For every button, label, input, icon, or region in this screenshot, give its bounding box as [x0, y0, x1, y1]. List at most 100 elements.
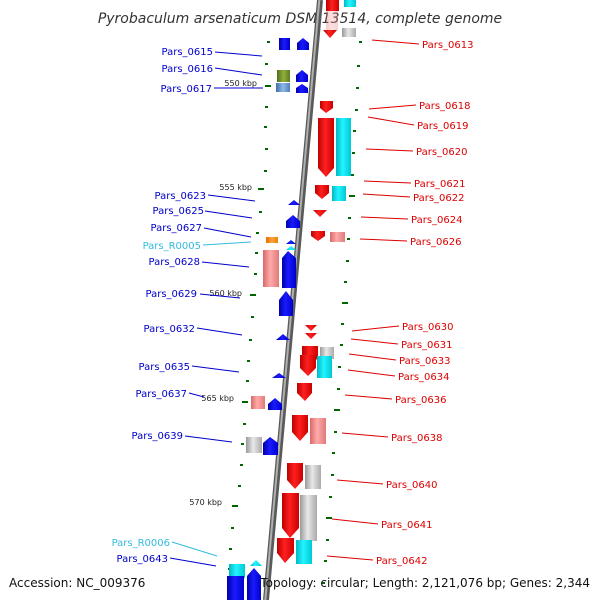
gene-label-pars-0635[interactable]: Pars_0635 [139, 362, 190, 373]
scale-label-570-kbp: 570 kbp [189, 498, 222, 507]
scale-label-550-kbp: 550 kbp [224, 79, 257, 88]
gene-feature-pars-0631[interactable] [305, 333, 317, 339]
gene-label-pars-0624[interactable]: Pars_0624 [411, 215, 462, 226]
gene-label-pars-0621[interactable]: Pars_0621 [414, 179, 465, 190]
connectors-right [326, 39, 420, 561]
gene-feature-pars-0623[interactable] [288, 200, 300, 205]
gene-feature-pars-0613-pink[interactable] [326, 11, 338, 30]
gene-label-pars-0642[interactable]: Pars_0642 [376, 556, 427, 567]
gene-label-pars-0625[interactable]: Pars_0625 [153, 206, 204, 217]
gene-feature-pars-0615-a[interactable] [279, 38, 290, 50]
gene-label-pars-0643[interactable]: Pars_0643 [117, 554, 168, 565]
gene-feature-pars-0613-grey[interactable] [342, 28, 356, 37]
gene-label-pars-0619[interactable]: Pars_0619 [417, 121, 468, 132]
connectors-left [169, 51, 263, 567]
gene-label-pars-0629[interactable]: Pars_0629 [146, 289, 197, 300]
gene-label-pars-0615[interactable]: Pars_0615 [162, 47, 213, 58]
gene-feature-pars-0622[interactable] [332, 186, 346, 201]
gene-label-pars-0632[interactable]: Pars_0632 [144, 324, 195, 335]
gene-feature-pars-0638[interactable] [310, 418, 326, 444]
scale-label-565-kbp: 565 kbp [201, 394, 234, 403]
gene-feature-pars-0615-b[interactable] [297, 38, 309, 50]
gene-feature-pars-0641-red[interactable] [282, 493, 299, 538]
gene-label-pars-0636[interactable]: Pars_0636 [395, 395, 446, 406]
gene-feature-pars-r0006[interactable] [250, 560, 262, 566]
gene-label-pars-0618[interactable]: Pars_0618 [419, 101, 470, 112]
gene-feature-pars-0640[interactable] [305, 465, 321, 489]
gene-feature-pars-0643-cyan[interactable] [229, 564, 245, 578]
gene-label-pars-0634[interactable]: Pars_0634 [398, 372, 449, 383]
forward-strand-genes [227, 38, 309, 600]
gene-label-pars-0633[interactable]: Pars_0633 [399, 356, 450, 367]
gene-feature-pars-0624[interactable] [313, 210, 327, 217]
accession-text: Accession: NC_009376 [9, 576, 145, 590]
gene-label-pars-r0005[interactable]: Pars_R0005 [143, 241, 201, 252]
map-title: Pyrobaculum arsenaticum DSM 13514, compl… [98, 11, 502, 27]
gene-feature-pars-0634[interactable] [317, 356, 332, 378]
scale-ticks-left [228, 41, 271, 570]
gene-feature-pars-0619[interactable] [318, 118, 334, 177]
gene-feature-pars-0618[interactable] [320, 101, 333, 113]
gene-feature-pars-0617-b[interactable] [296, 84, 308, 93]
gene-feature-pars-0621[interactable] [315, 185, 329, 199]
gene-label-pars-0630[interactable]: Pars_0630 [402, 322, 453, 333]
gene-feature-pars-0616-b[interactable] [296, 70, 308, 82]
gene-feature-pars-0640-red[interactable] [287, 463, 303, 489]
gene-label-pars-0622[interactable]: Pars_0622 [413, 193, 464, 204]
gene-feature-pars-0641[interactable] [300, 495, 317, 541]
gene-feature-pars-0638-red[interactable] [292, 415, 308, 441]
gene-feature-pars-0613-red[interactable] [326, 0, 339, 11]
gene-feature-pars-0628[interactable] [263, 250, 279, 287]
gene-label-pars-0626[interactable]: Pars_0626 [410, 237, 461, 248]
gene-feature-pars-0639-b[interactable] [263, 437, 278, 455]
gene-label-pars-0640[interactable]: Pars_0640 [386, 480, 437, 491]
gene-feature-pars-0613-arrow[interactable] [323, 30, 337, 38]
gene-feature-pars-0635[interactable] [272, 373, 286, 378]
gene-label-pars-0631[interactable]: Pars_0631 [401, 340, 452, 351]
gene-feature-pars-r0005[interactable] [266, 237, 278, 243]
gene-feature-pars-0630[interactable] [305, 325, 317, 331]
gene-feature-pars-0634-red[interactable] [300, 355, 316, 376]
gene-feature-pars-0639-a[interactable] [246, 437, 262, 453]
gene-label-pars-0639[interactable]: Pars_0639 [132, 431, 183, 442]
gene-feature-pars-0643-blue-b[interactable] [247, 568, 261, 600]
gene-label-pars-0641[interactable]: Pars_0641 [381, 520, 432, 531]
gene-label-pars-0628[interactable]: Pars_0628 [149, 257, 200, 268]
gene-feature-pars-0627[interactable] [286, 240, 296, 244]
gene-feature-pars-0632[interactable] [276, 334, 290, 340]
gene-feature-pars-0628-blue[interactable] [282, 251, 296, 288]
gene-label-pars-0627[interactable]: Pars_0627 [151, 223, 202, 234]
gene-feature-pars-0617-a[interactable] [276, 83, 290, 92]
genome-summary-text: Topology: circular; Length: 2,121,076 bp… [259, 576, 590, 590]
gene-label-pars-r0006[interactable]: Pars_R0006 [112, 538, 170, 549]
gene-feature-pars-0637-b[interactable] [268, 398, 282, 410]
gene-feature-pars-0636[interactable] [297, 383, 312, 401]
gene-label-pars-0637[interactable]: Pars_0637 [136, 389, 187, 400]
gene-label-pars-0616[interactable]: Pars_0616 [162, 64, 213, 75]
gene-label-pars-0623[interactable]: Pars_0623 [155, 191, 206, 202]
gene-feature-pars-0620[interactable] [336, 118, 351, 176]
reverse-strand-genes [277, 0, 356, 564]
gene-feature-pars-0613-cyan[interactable] [344, 0, 356, 7]
gene-label-pars-0617[interactable]: Pars_0617 [161, 84, 212, 95]
gene-labels-left: Pars_0615 Pars_0616 Pars_0617 Pars_0623 … [112, 47, 213, 565]
gene-feature-pars-0643-blue[interactable] [227, 576, 244, 600]
gene-feature-pars-0642[interactable] [296, 540, 312, 564]
gene-feature-pars-0626[interactable] [330, 232, 345, 242]
scale-label-555-kbp: 555 kbp [219, 183, 252, 192]
gene-feature-pars-0637-a[interactable] [251, 396, 265, 409]
gene-feature-pars-0629[interactable] [279, 291, 293, 316]
gene-feature-pars-0625[interactable] [286, 215, 300, 228]
gene-label-pars-0613[interactable]: Pars_0613 [422, 40, 473, 51]
scale-ticks-right [322, 41, 362, 584]
gene-feature-pars-0642-red[interactable] [277, 538, 294, 563]
scale-label-560-kbp: 560 kbp [209, 289, 242, 298]
gene-label-pars-0620[interactable]: Pars_0620 [416, 147, 467, 158]
gene-feature-pars-0628-cyan[interactable] [286, 246, 296, 250]
gene-feature-pars-0616-a[interactable] [277, 70, 290, 82]
scale-labels: 550 kbp 555 kbp 560 kbp 565 kbp 570 kbp [189, 79, 257, 507]
gene-feature-pars-0626-red[interactable] [311, 231, 325, 241]
gene-label-pars-0638[interactable]: Pars_0638 [391, 433, 442, 444]
gene-labels-right: Pars_0613 Pars_0618 Pars_0619 Pars_0620 … [376, 40, 473, 567]
